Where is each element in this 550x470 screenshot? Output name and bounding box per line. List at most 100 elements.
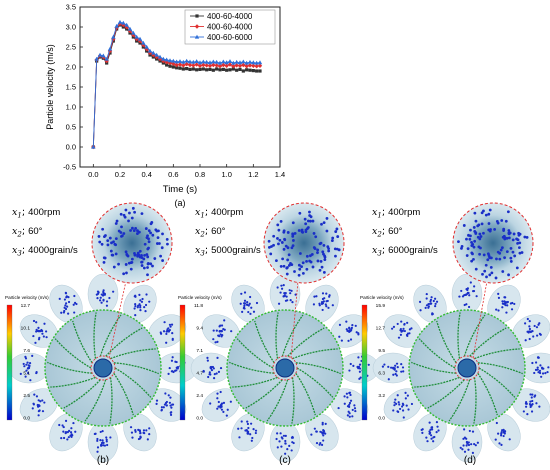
particle bbox=[349, 338, 353, 341]
data-point bbox=[251, 63, 256, 68]
particle bbox=[99, 296, 102, 299]
vane bbox=[72, 320, 93, 364]
data-point bbox=[137, 38, 143, 44]
colorbar-tick: 12.7 bbox=[21, 303, 31, 309]
particle bbox=[349, 399, 353, 402]
param-var: x bbox=[195, 207, 201, 218]
particle bbox=[163, 403, 167, 406]
particle bbox=[430, 437, 433, 440]
data-point bbox=[177, 62, 183, 67]
vane bbox=[63, 379, 101, 409]
particle bbox=[124, 208, 128, 212]
particle bbox=[212, 367, 215, 370]
data-point bbox=[181, 67, 185, 71]
particle bbox=[348, 327, 351, 330]
particle bbox=[45, 330, 48, 333]
particle bbox=[437, 429, 440, 432]
vane bbox=[254, 320, 275, 364]
particle bbox=[267, 239, 271, 243]
vane bbox=[411, 361, 457, 374]
vane bbox=[99, 314, 122, 357]
data-point bbox=[121, 20, 126, 25]
particle bbox=[348, 412, 351, 415]
particle bbox=[428, 421, 431, 424]
particle bbox=[37, 329, 40, 332]
particle bbox=[401, 329, 405, 332]
vane bbox=[448, 379, 471, 422]
data-point bbox=[175, 66, 179, 70]
particle bbox=[468, 429, 471, 433]
caption-a: (a) bbox=[175, 198, 186, 208]
legend-label: 400-60-4000 bbox=[207, 23, 253, 32]
particle bbox=[286, 299, 289, 302]
particle bbox=[144, 303, 148, 307]
particle bbox=[506, 210, 510, 214]
particle bbox=[330, 239, 334, 242]
particle bbox=[503, 237, 507, 241]
particle bbox=[102, 298, 105, 301]
particle bbox=[470, 241, 473, 244]
particle bbox=[280, 287, 284, 290]
particle bbox=[421, 431, 424, 434]
particle bbox=[496, 221, 500, 225]
particle bbox=[410, 402, 414, 406]
particle bbox=[166, 242, 169, 246]
particle bbox=[331, 236, 335, 240]
zoom-line bbox=[290, 280, 299, 359]
particle bbox=[494, 438, 497, 441]
particle bbox=[169, 411, 172, 414]
particle bbox=[246, 422, 250, 426]
particle bbox=[533, 395, 536, 398]
particle bbox=[156, 236, 160, 239]
particle bbox=[478, 252, 482, 256]
particle bbox=[323, 258, 327, 262]
particle bbox=[526, 413, 529, 416]
particle bbox=[276, 237, 279, 240]
particle bbox=[528, 327, 532, 331]
particle bbox=[35, 330, 38, 333]
particle bbox=[525, 402, 528, 405]
data-point bbox=[201, 62, 206, 68]
particle bbox=[105, 304, 109, 307]
particle bbox=[501, 300, 504, 303]
param-value: 5000grain/s bbox=[211, 245, 261, 256]
vane bbox=[114, 367, 152, 398]
particle bbox=[124, 263, 128, 266]
data-point bbox=[244, 64, 249, 69]
data-point bbox=[234, 59, 239, 64]
particle bbox=[110, 241, 113, 245]
particle bbox=[167, 394, 170, 397]
seed-cups bbox=[8, 273, 198, 463]
particle bbox=[465, 254, 469, 257]
particle bbox=[472, 226, 476, 229]
particle bbox=[108, 236, 112, 240]
particle bbox=[470, 259, 474, 263]
particle bbox=[348, 403, 351, 406]
colorbar-tick: 2.4 bbox=[196, 393, 203, 399]
particle bbox=[284, 452, 287, 455]
particle bbox=[35, 321, 38, 324]
particle bbox=[106, 443, 109, 447]
particle bbox=[238, 436, 241, 439]
y-tick-label: 2.0 bbox=[66, 63, 76, 72]
particle bbox=[219, 366, 223, 370]
data-point bbox=[191, 63, 196, 68]
particle bbox=[62, 425, 65, 429]
particle bbox=[319, 430, 322, 433]
param-value: 400rpm bbox=[388, 207, 420, 218]
param-var: x bbox=[195, 226, 201, 237]
particle bbox=[528, 320, 531, 323]
particle bbox=[354, 324, 357, 327]
particle bbox=[171, 337, 174, 340]
param-var: x bbox=[12, 245, 18, 256]
data-point bbox=[197, 63, 203, 68]
particle bbox=[208, 371, 211, 374]
particle bbox=[37, 326, 40, 329]
particle bbox=[240, 420, 243, 423]
particle bbox=[496, 250, 500, 254]
series-layer bbox=[91, 19, 263, 150]
particle bbox=[429, 298, 433, 301]
data-point bbox=[167, 58, 173, 63]
particle bbox=[223, 319, 226, 322]
